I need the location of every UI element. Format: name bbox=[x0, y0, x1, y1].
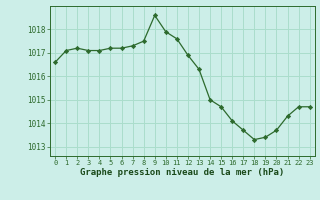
X-axis label: Graphe pression niveau de la mer (hPa): Graphe pression niveau de la mer (hPa) bbox=[80, 168, 284, 177]
